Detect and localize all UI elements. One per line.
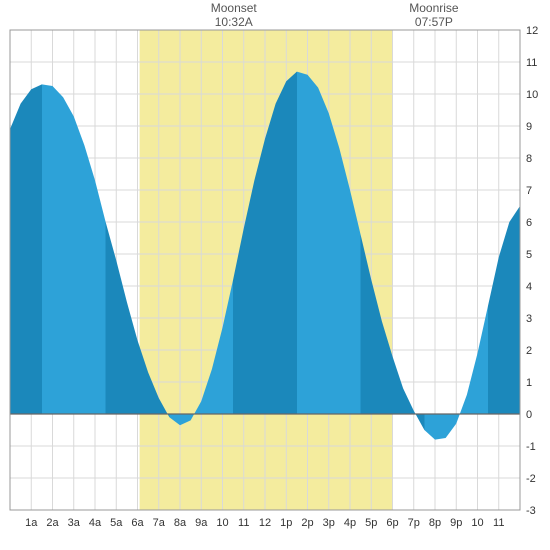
y-tick-label: 11 [526, 57, 537, 69]
x-tick-label: 1a [25, 517, 38, 529]
x-tick-label: 11 [493, 517, 504, 529]
x-tick-label: 2p [301, 517, 313, 529]
x-tick-label: 10 [216, 517, 228, 529]
x-tick-label: 3a [68, 517, 81, 529]
x-tick-label: 2a [46, 517, 59, 529]
x-tick-label: 5p [365, 517, 377, 529]
y-tick-label: 2 [526, 345, 532, 357]
y-tick-label: -1 [526, 441, 536, 453]
y-tick-label: 0 [526, 409, 532, 421]
moon-event-title: Moonrise [409, 1, 459, 15]
x-tick-label: 12 [259, 517, 271, 529]
x-tick-label: 6a [131, 517, 144, 529]
x-tick-label: 6p [386, 517, 398, 529]
y-tick-label: -3 [526, 505, 536, 517]
x-tick-label: 7a [153, 517, 166, 529]
x-tick-label: 3p [323, 517, 335, 529]
y-tick-label: 1 [526, 377, 532, 389]
y-tick-label: 7 [526, 185, 532, 197]
y-tick-label: 8 [526, 153, 532, 165]
y-tick-label: -2 [526, 473, 536, 485]
y-tick-label: 6 [526, 217, 532, 229]
x-tick-label: 11 [238, 517, 249, 529]
x-tick-label: 9p [450, 517, 462, 529]
x-tick-label: 7p [408, 517, 420, 529]
x-tick-label: 4a [89, 517, 102, 529]
x-tick-label: 1p [280, 517, 292, 529]
y-tick-label: 3 [526, 313, 532, 325]
moon-event-time: 07:57P [415, 15, 453, 29]
x-tick-label: 10 [471, 517, 483, 529]
y-tick-label: 9 [526, 121, 532, 133]
x-tick-label: 9a [195, 517, 208, 529]
x-tick-label: 4p [344, 517, 356, 529]
y-tick-label: 4 [526, 281, 532, 293]
tide-chart: -3-2-101234567891011121a2a3a4a5a6a7a8a9a… [0, 0, 550, 550]
chart-svg: -3-2-101234567891011121a2a3a4a5a6a7a8a9a… [0, 0, 550, 550]
x-tick-label: 8p [429, 517, 441, 529]
y-tick-label: 5 [526, 249, 532, 261]
moon-event-title: Moonset [211, 1, 258, 15]
x-tick-label: 8a [174, 517, 187, 529]
moon-event-time: 10:32A [215, 15, 253, 29]
x-tick-label: 5a [110, 517, 123, 529]
y-tick-label: 10 [526, 89, 538, 101]
y-tick-label: 12 [526, 25, 538, 37]
